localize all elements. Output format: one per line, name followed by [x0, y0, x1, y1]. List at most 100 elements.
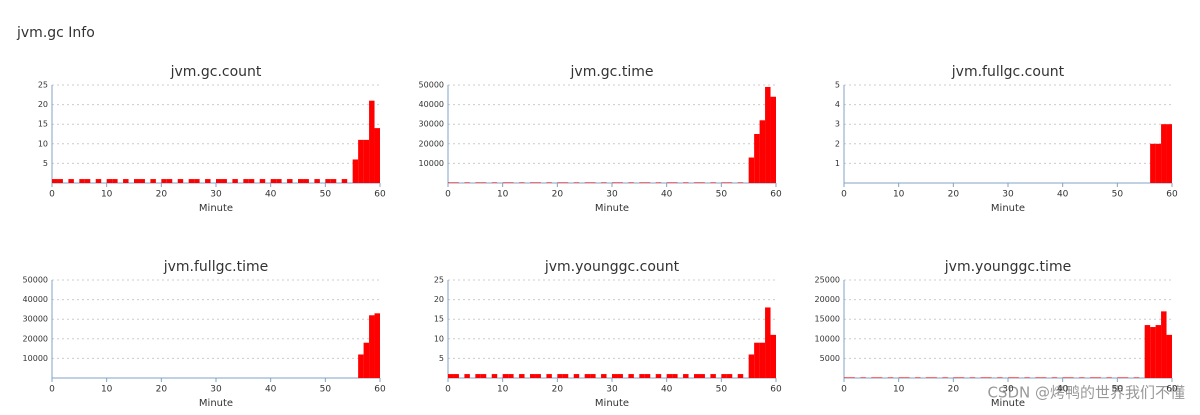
bar	[628, 374, 634, 378]
bar	[666, 182, 673, 183]
bar	[508, 374, 514, 378]
bar	[314, 179, 320, 183]
bar	[519, 374, 525, 378]
y-tick-label: 30000	[419, 120, 444, 129]
bar	[1117, 377, 1123, 378]
y-tick-label: 10000	[419, 159, 444, 168]
y-tick-label: 10	[434, 334, 444, 343]
bar	[1062, 377, 1069, 378]
bar	[1144, 325, 1151, 378]
x-tick-label: 50	[320, 190, 332, 200]
bar	[904, 377, 910, 378]
x-tick-label: 40	[661, 385, 673, 395]
bar	[770, 96, 776, 183]
bar	[628, 182, 634, 183]
bar	[737, 182, 744, 183]
y-tick-label: 20	[434, 295, 444, 304]
bar	[765, 307, 771, 378]
bar	[573, 182, 580, 183]
bar	[898, 377, 905, 378]
y-tick-label: 40000	[23, 295, 48, 304]
chart-title: jvm.fullgc.count	[951, 64, 1065, 80]
x-axis-label: Minute	[991, 398, 1025, 409]
bar	[139, 179, 145, 183]
x-tick-label: 0	[49, 385, 55, 395]
bar	[1035, 377, 1041, 378]
bar	[1150, 327, 1156, 378]
bar	[303, 179, 309, 183]
bar	[194, 179, 200, 183]
x-tick-label: 30	[210, 385, 222, 395]
bar	[1024, 377, 1030, 378]
bar	[748, 354, 755, 378]
bar	[374, 128, 380, 183]
bar	[1008, 377, 1014, 378]
bar	[871, 377, 877, 378]
x-tick-label: 0	[49, 190, 55, 200]
x-tick-label: 0	[841, 385, 847, 395]
bar	[601, 182, 607, 183]
x-axis-label: Minute	[595, 203, 629, 214]
bar	[557, 182, 563, 183]
bar	[926, 377, 932, 378]
bar	[748, 157, 755, 183]
bar	[666, 374, 673, 378]
bar	[1013, 377, 1019, 378]
bar	[221, 179, 227, 183]
bar	[590, 374, 596, 378]
bar	[358, 354, 364, 378]
y-tick-label: 10000	[23, 354, 48, 363]
x-tick-label: 40	[1057, 190, 1069, 200]
x-tick-label: 60	[374, 190, 386, 200]
bar	[243, 179, 249, 183]
bar	[986, 377, 992, 378]
bar	[1166, 334, 1172, 378]
bar	[1161, 124, 1167, 183]
bar	[1155, 325, 1162, 378]
bar	[573, 374, 580, 378]
y-tick-label: 2	[835, 139, 840, 148]
x-tick-label: 10	[893, 385, 905, 395]
bar	[694, 182, 700, 183]
bar	[352, 159, 359, 183]
y-tick-label: 10000	[815, 334, 840, 343]
bar	[860, 377, 866, 378]
bar	[980, 377, 987, 378]
bar	[759, 342, 766, 378]
bar	[1166, 124, 1172, 183]
x-tick-label: 30	[1002, 385, 1014, 395]
x-tick-label: 0	[841, 190, 847, 200]
y-tick-label: 5	[835, 81, 840, 90]
bar	[475, 182, 481, 183]
bar	[612, 374, 618, 378]
bar	[557, 374, 563, 378]
bar	[887, 377, 894, 378]
y-tick-label: 5	[439, 354, 444, 363]
bar	[737, 374, 744, 378]
bar	[562, 182, 569, 183]
x-tick-label: 60	[1166, 190, 1178, 200]
x-tick-label: 10	[497, 190, 509, 200]
bar	[276, 179, 282, 183]
bar	[491, 374, 498, 378]
bar	[453, 374, 459, 378]
y-tick-label: 5000	[820, 354, 840, 363]
bar	[448, 374, 454, 378]
bar	[915, 377, 921, 378]
bar	[617, 374, 623, 378]
bar	[644, 374, 651, 378]
bar	[150, 179, 156, 183]
x-tick-label: 40	[265, 190, 277, 200]
bar	[710, 182, 716, 183]
y-tick-label: 5	[43, 159, 48, 168]
bar	[655, 374, 662, 378]
bar	[79, 179, 85, 183]
bar	[57, 179, 63, 183]
x-axis-label: Minute	[991, 203, 1025, 214]
bar	[95, 179, 102, 183]
y-tick-label: 1	[835, 159, 840, 168]
bar	[464, 182, 470, 183]
x-axis-label: Minute	[199, 398, 233, 409]
x-tick-label: 50	[716, 190, 728, 200]
chart-title: jvm.gc.time	[570, 64, 654, 80]
